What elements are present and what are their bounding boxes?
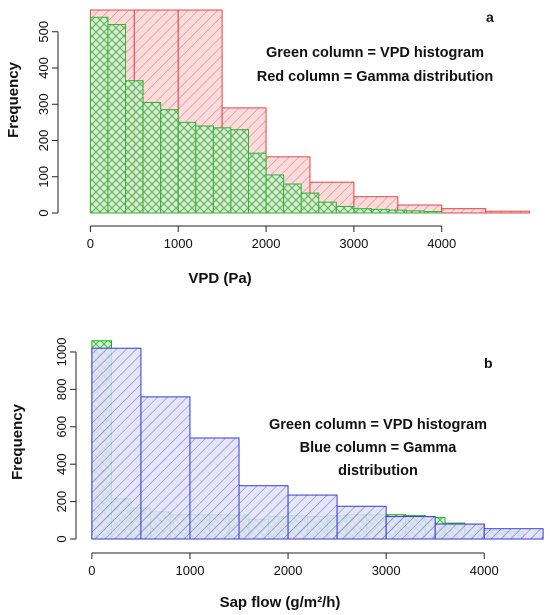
histogram-bar — [140, 396, 191, 540]
y-tick-label: 0 — [54, 535, 69, 542]
histogram-bar — [247, 152, 267, 214]
y-axis-title-a: Frequency — [5, 61, 22, 138]
y-tick-label: 0 — [36, 209, 51, 216]
y-tick-label: 800 — [54, 379, 69, 401]
chart-panel-a: 0 100 200 300 400 500 0 1000 2000 3000 4000 a Gree… — [5, 9, 531, 287]
histogram-bar — [177, 121, 197, 214]
histogram-bar — [318, 201, 337, 214]
annotation-line-1: Green column = VPD histogram — [266, 45, 484, 61]
x-tick-label: 1000 — [176, 563, 205, 578]
annotation-line-1: Green column = VPD histogram — [269, 417, 487, 433]
histogram-bar — [287, 494, 338, 540]
x-tick-label: 3000 — [372, 563, 401, 578]
histogram-bar — [370, 208, 390, 214]
histogram-bar — [125, 80, 144, 214]
histogram-bar — [423, 211, 443, 214]
y-axis-title-b: Frequency — [9, 403, 26, 480]
histogram-bar — [230, 129, 249, 214]
y-tick-label: 400 — [54, 453, 69, 475]
y-tick-label: 100 — [36, 166, 51, 188]
histogram-bar — [283, 183, 302, 214]
x-tick-label: 4000 — [427, 236, 456, 251]
x-tick-label: 3000 — [339, 236, 368, 251]
histogram-bar — [142, 101, 162, 214]
histogram-bar — [483, 528, 544, 540]
histogram-bar — [212, 127, 232, 214]
panel-label-a: a — [486, 9, 494, 25]
annotation-line-2: Blue column = Gamma — [300, 440, 458, 456]
histogram-bar — [91, 347, 142, 540]
histogram-bar — [238, 485, 289, 540]
annotation-line-2: Red column = Gamma distribution — [257, 69, 493, 85]
vpd-histogram-series — [89, 16, 443, 214]
axes-panel-b: 0 200 400 600 800 1000 0 1000 2000 3000 4000 — [54, 338, 499, 578]
histogram-bar — [107, 24, 127, 214]
histogram-bar — [385, 516, 436, 540]
y-tick-label: 1000 — [54, 338, 69, 367]
x-tick-label: 2000 — [274, 563, 303, 578]
y-tick-label: 400 — [36, 57, 51, 79]
y-tick-label: 600 — [54, 416, 69, 438]
y-tick-label: 200 — [54, 491, 69, 513]
x-tick-label: 1000 — [164, 236, 193, 251]
annotation-line-3: distribution — [338, 463, 418, 479]
histogram-bar — [336, 505, 387, 540]
chart-panel-b: 0 200 400 600 800 1000 0 1000 2000 3000 4000 b Gre… — [9, 338, 544, 611]
x-axis-title-a: VPD (Pa) — [188, 270, 251, 287]
histogram-bar — [353, 208, 372, 214]
histogram-bar — [485, 210, 531, 214]
y-tick-label: 500 — [36, 21, 51, 43]
gamma-distribution-series — [91, 347, 544, 540]
histogram-bar — [406, 210, 425, 214]
histogram-bar — [388, 209, 408, 214]
histogram-bar — [89, 16, 109, 214]
axes-panel-a: 0 100 200 300 400 500 0 1000 2000 3000 4000 — [36, 21, 456, 251]
x-tick-label: 2000 — [252, 236, 281, 251]
histogram-bar — [434, 523, 485, 540]
x-axis-title-b: Sap flow (g/m²/h) — [220, 594, 341, 611]
histogram-bar — [265, 174, 285, 214]
histogram-bar — [189, 437, 240, 540]
x-tick-label: 4000 — [470, 563, 499, 578]
histogram-bar — [441, 208, 487, 214]
histogram-bar — [300, 192, 320, 214]
histogram-bar — [335, 205, 355, 214]
histogram-bar — [195, 125, 214, 214]
y-tick-label: 300 — [36, 93, 51, 115]
x-tick-label: 0 — [88, 563, 95, 578]
panel-label-b: b — [484, 355, 493, 371]
histogram-bar — [160, 109, 179, 214]
x-tick-label: 0 — [87, 236, 94, 251]
y-tick-label: 200 — [36, 130, 51, 152]
